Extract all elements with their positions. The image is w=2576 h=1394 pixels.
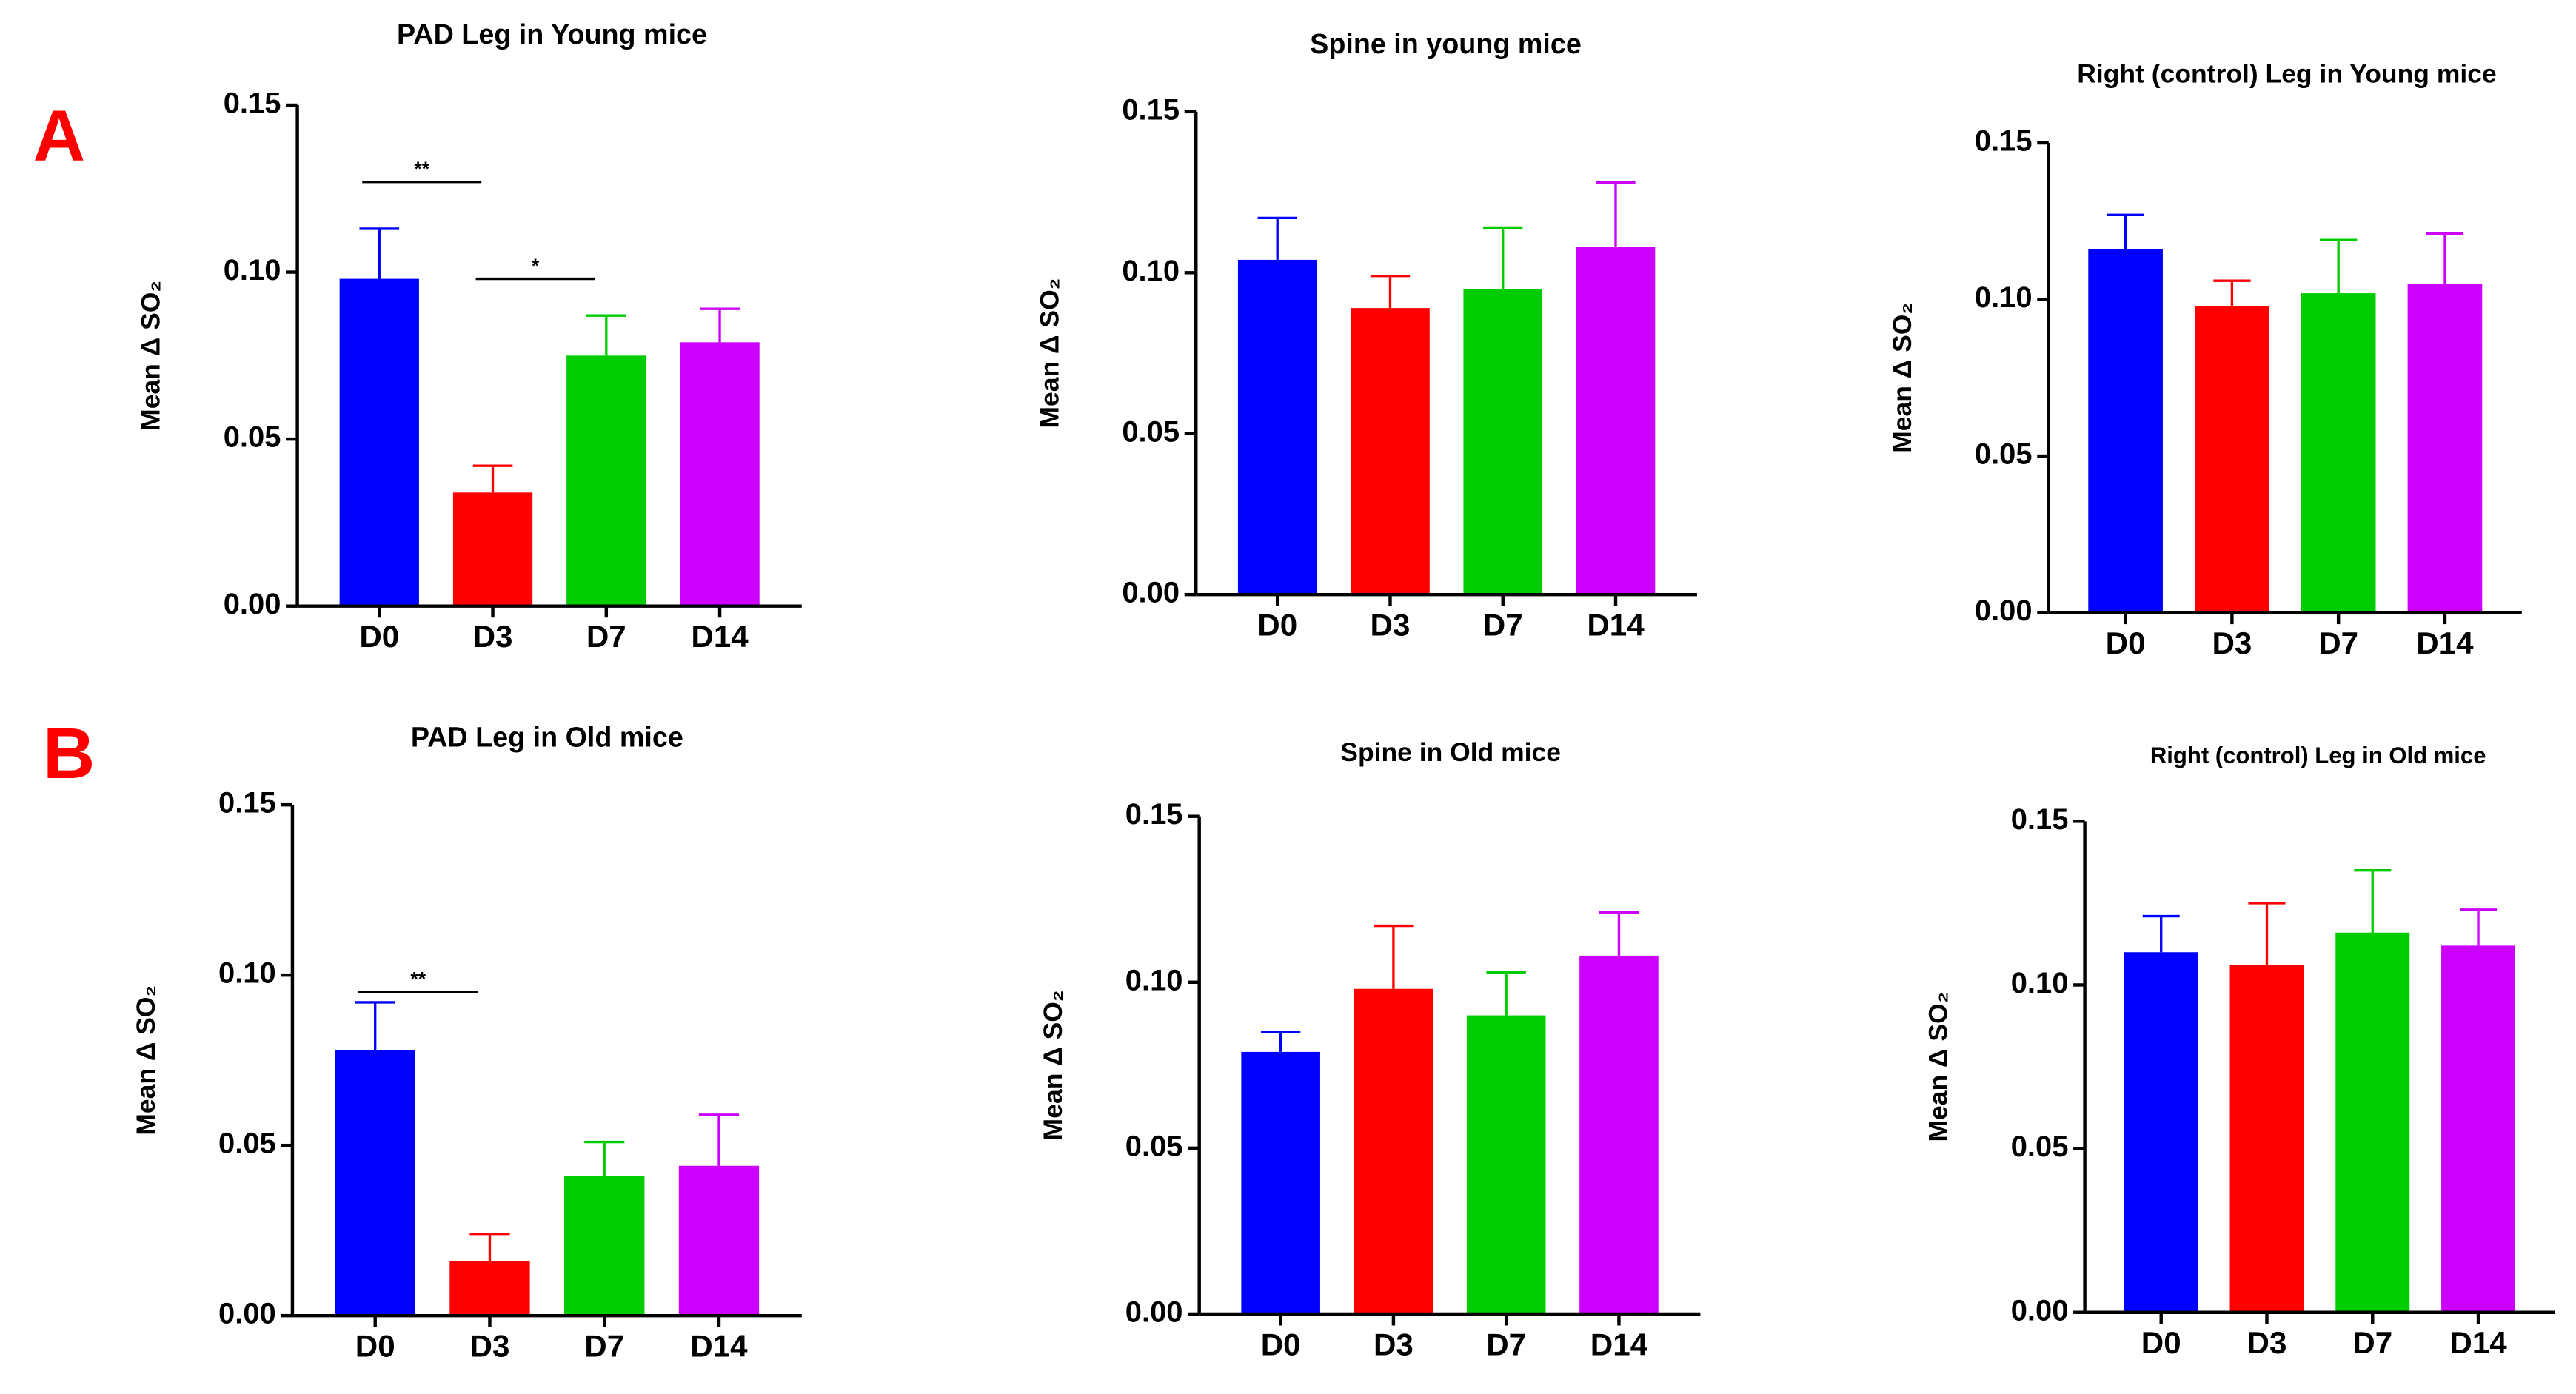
y-tick-label: 0.10 [224, 254, 281, 286]
chart-title: PAD Leg in Young mice [397, 19, 707, 50]
x-tick-label: D3 [2212, 626, 2252, 660]
chart-title: PAD Leg in Old mice [411, 721, 683, 752]
x-tick-label: D0 [355, 1329, 395, 1364]
bar [2195, 306, 2269, 613]
x-tick-label: D14 [691, 619, 749, 654]
y-tick-label: 0.05 [1122, 415, 1180, 448]
y-tick-label: 0.00 [1125, 1296, 1183, 1328]
x-tick-label: D0 [2106, 626, 2146, 660]
y-tick-label: 0.10 [1122, 255, 1180, 287]
y-tick-label: 0.00 [224, 588, 281, 620]
y-tick-label: 0.05 [224, 421, 281, 454]
y-tick-label: 0.15 [2011, 803, 2069, 836]
x-tick-label: D14 [2449, 1325, 2507, 1360]
x-tick-label: D3 [2247, 1325, 2287, 1360]
y-tick-label: 0.05 [1975, 438, 2033, 471]
x-tick-label: D7 [584, 1329, 624, 1364]
bar [1241, 1051, 1320, 1314]
x-tick-label: D14 [2416, 626, 2474, 660]
y-tick-label: 0.05 [2011, 1130, 2069, 1163]
bar [2407, 284, 2483, 613]
y-tick-label: 0.00 [1122, 577, 1180, 609]
y-axis-label: Mean Δ SO₂ [1038, 990, 1068, 1140]
y-tick-label: 0.10 [1975, 281, 2033, 314]
y-tick-label: 0.00 [218, 1298, 276, 1330]
x-tick-label: D14 [1587, 608, 1645, 643]
y-tick-label: 0.15 [1122, 93, 1180, 126]
y-axis-label: Mean Δ SO₂ [1887, 303, 1917, 453]
y-axis-label: Mean Δ SO₂ [136, 281, 166, 431]
x-tick-label: D7 [586, 619, 626, 654]
significance-label: ** [410, 968, 426, 991]
y-tick-label: 0.15 [224, 87, 281, 120]
bar [2124, 952, 2198, 1313]
x-tick-label: D7 [1486, 1327, 1526, 1361]
x-tick-label: D3 [1374, 1327, 1414, 1361]
bar [678, 1165, 760, 1316]
bar [339, 278, 419, 606]
bar [1579, 955, 1659, 1314]
y-tick-label: 0.15 [1975, 125, 2033, 158]
bar [1463, 289, 1543, 595]
bar [2301, 293, 2376, 613]
bar [564, 1176, 645, 1316]
panel-label: B [43, 713, 96, 794]
bar [680, 342, 760, 606]
bar [566, 355, 646, 606]
bar [1354, 988, 1433, 1314]
panel-label: A [33, 95, 86, 176]
y-tick-label: 0.10 [1125, 964, 1183, 996]
x-tick-label: D7 [2318, 626, 2358, 660]
y-axis-label: Mean Δ SO₂ [131, 985, 161, 1136]
y-tick-label: 0.10 [218, 957, 276, 990]
y-tick-label: 0.05 [218, 1127, 276, 1160]
bar [2441, 945, 2516, 1313]
y-tick-label: 0.15 [1125, 798, 1183, 831]
bar [449, 1261, 530, 1316]
bar [335, 1050, 415, 1316]
x-tick-label: D7 [1483, 608, 1523, 643]
x-tick-label: D3 [473, 619, 513, 654]
bar [1576, 247, 1656, 595]
bar [2088, 249, 2163, 613]
x-tick-label: D0 [1257, 608, 1297, 643]
x-tick-label: D0 [2141, 1325, 2181, 1360]
x-tick-label: D0 [359, 619, 399, 654]
bar [1466, 1015, 1546, 1314]
y-tick-label: 0.05 [1125, 1130, 1183, 1162]
bar [452, 492, 533, 606]
x-tick-label: D14 [1590, 1327, 1648, 1361]
chart-title: Right (control) Leg in Young mice [2077, 58, 2496, 88]
bar [1351, 308, 1430, 595]
x-tick-label: D14 [690, 1329, 748, 1364]
chart-title: Spine in young mice [1310, 28, 1582, 59]
bar [2229, 965, 2304, 1313]
x-tick-label: D3 [1371, 608, 1411, 643]
bar [2335, 932, 2410, 1313]
y-tick-label: 0.00 [1975, 594, 2033, 627]
bar [1237, 259, 1317, 595]
significance-label: ** [414, 158, 429, 180]
x-tick-label: D3 [470, 1329, 510, 1364]
x-tick-label: D0 [1261, 1327, 1301, 1361]
y-tick-label: 0.00 [2011, 1294, 2069, 1327]
y-axis-label: Mean Δ SO₂ [1034, 278, 1064, 429]
y-tick-label: 0.15 [218, 787, 276, 820]
significance-label: * [532, 255, 540, 277]
y-axis-label: Mean Δ SO₂ [1924, 992, 1953, 1142]
x-tick-label: D7 [2352, 1325, 2392, 1360]
chart-title: Right (control) Leg in Old mice [2150, 743, 2486, 768]
chart-title: Spine in Old mice [1340, 737, 1561, 767]
y-tick-label: 0.10 [2011, 967, 2069, 999]
